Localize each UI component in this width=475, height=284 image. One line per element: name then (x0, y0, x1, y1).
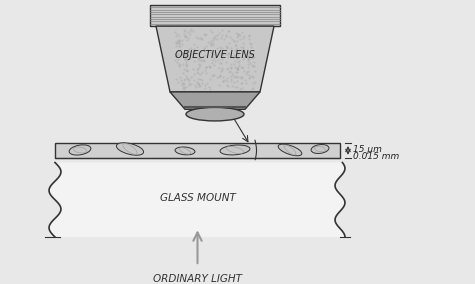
Polygon shape (49, 162, 345, 237)
Text: ORDINARY LIGHT: ORDINARY LIGHT (153, 274, 242, 284)
Ellipse shape (69, 145, 91, 155)
Ellipse shape (186, 107, 244, 121)
Ellipse shape (278, 144, 302, 156)
Ellipse shape (116, 143, 143, 155)
Ellipse shape (311, 145, 329, 153)
Text: 0.015 mm: 0.015 mm (353, 152, 399, 161)
Polygon shape (156, 26, 274, 92)
Bar (55, 143, 340, 158)
Ellipse shape (220, 145, 250, 155)
Ellipse shape (175, 147, 195, 155)
Text: OBJECTIVE LENS: OBJECTIVE LENS (175, 50, 255, 60)
Text: GLASS MOUNT: GLASS MOUNT (160, 193, 236, 203)
Text: 15 μm: 15 μm (353, 145, 382, 154)
Polygon shape (170, 92, 260, 109)
FancyBboxPatch shape (150, 5, 280, 26)
